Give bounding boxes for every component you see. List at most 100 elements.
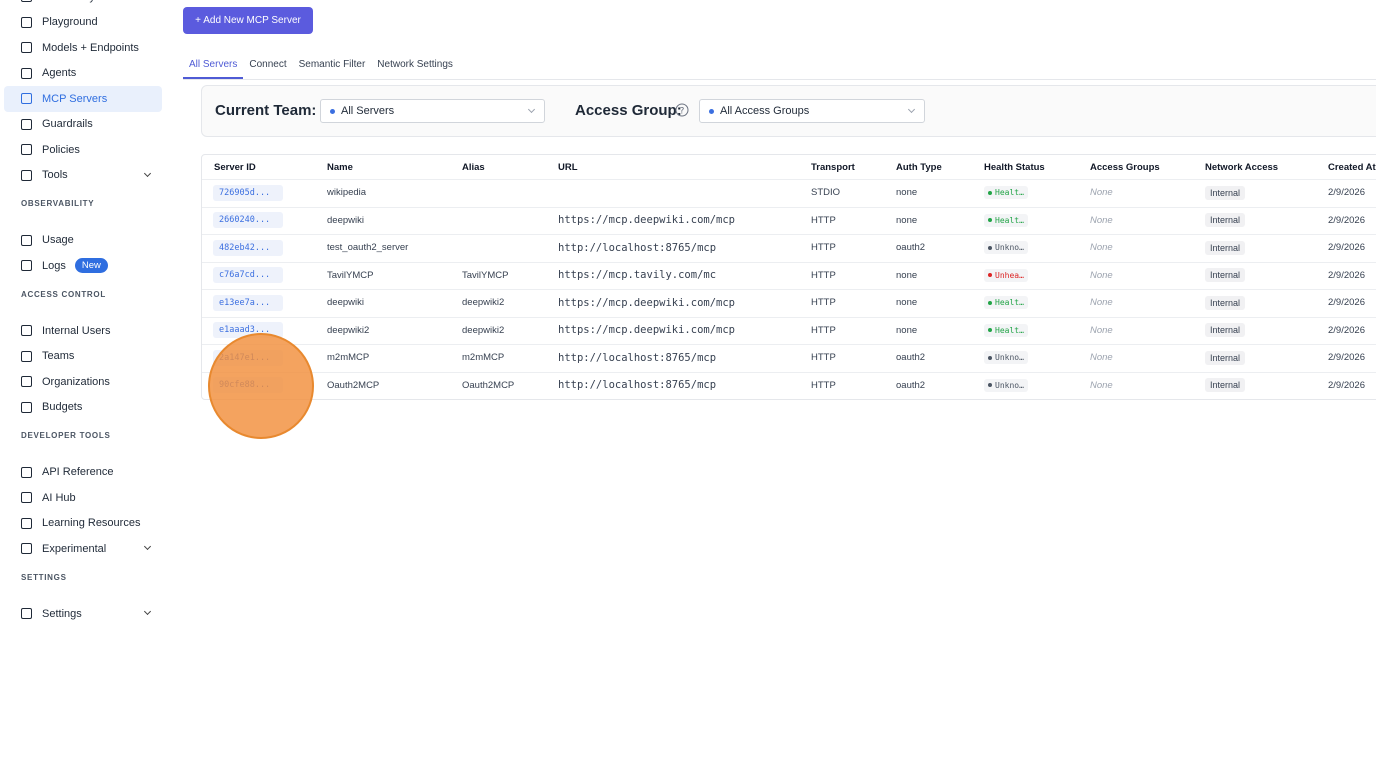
table-row[interactable]: e13ee7a... deepwiki deepwiki2 https://mcp.d… [202,289,1376,318]
nav-item[interactable]: Logs New [4,253,162,279]
nav-item[interactable]: Guardrails [4,112,162,138]
network-access: Internal [1205,350,1246,365]
cell: none [896,317,917,345]
server-id[interactable]: 90cfe88... [213,377,283,394]
cell: Internal [1205,234,1246,262]
nav-item[interactable]: Models + Endpoints [4,35,162,61]
tab[interactable]: Connect [249,59,287,70]
column-header: Access Groups [1090,161,1160,173]
url: http://localhost:8765/mcp [558,379,717,392]
cell: https://mcp.tavily.com/mc [558,262,716,290]
cell: None [1090,262,1113,290]
name-text: test_oauth2_server [327,242,409,254]
nav-heading: ACCESS CONTROL [21,289,106,299]
nav-icon [21,67,32,79]
tab[interactable]: Semantic Filter [298,59,366,70]
server-id[interactable]: c76a7cd... [213,267,283,284]
access-groups: None [1090,242,1113,254]
table-row[interactable]: 726905d... wikipedia STDIO none Healt… None In… [202,179,1376,208]
health-text: Healt… [995,298,1024,308]
tab[interactable]: All Servers [183,56,244,79]
help-icon[interactable]: ? [675,103,689,117]
table-row[interactable]: 482eb42... test_oauth2_server http://local… [202,234,1376,263]
cell: 2/9/2026 [1328,289,1365,317]
server-id[interactable]: 482eb42... [213,239,283,256]
team-label: Current Team: [215,102,317,119]
table-row[interactable]: 2660240... deepwiki https://mcp.deepwiki.c… [202,207,1376,235]
nav-item[interactable]: Organizations [4,369,162,395]
table-header: Server ID Name Alias URL Transport Auth Type H… [202,155,1376,180]
nav-item[interactable]: Tools [4,163,162,189]
name-text: deepwiki [327,297,364,309]
nav-icon [21,144,32,156]
nav-item[interactable]: Learning Resources [4,511,162,537]
nav-item[interactable]: API Reference [4,460,162,486]
nav-item[interactable]: Agents [4,61,162,87]
transport-text: HTTP [811,242,836,254]
cell: Healt… [984,207,1028,235]
column-header: Created At [1328,161,1376,173]
nav-label: Internal Users [42,324,111,337]
url: http://localhost:8765/mcp [558,351,717,364]
health-text: Healt… [995,215,1024,225]
server-id[interactable]: 2a147e1... [213,349,283,366]
table-row[interactable]: e1aaad3... deepwiki2 deepwiki2 https://mcp.… [202,317,1376,345]
nav-label: Playground [42,16,98,29]
health-status: Unkno… [984,351,1028,365]
created-text: 2/9/2026 [1328,324,1365,336]
cell: Internal [1205,179,1246,207]
nav-label: Settings [42,607,82,620]
health-text: Healt… [995,325,1024,335]
chevron [143,607,152,616]
nav-heading: OBSERVABILITY [21,199,95,208]
group-select[interactable]: All Access Groups [699,99,925,123]
cell: None [1090,234,1113,262]
nav-item[interactable]: Policies [4,137,162,163]
health-text: Unkno… [995,243,1024,253]
cell: Healt… [984,289,1028,317]
chevron [143,542,152,551]
created-text: 2/9/2026 [1328,242,1365,254]
column-header: URL [558,161,578,173]
table-row[interactable]: 2a147e1... m2mMCP m2mMCP http://localhost:8… [202,344,1376,373]
cell: HTTP [811,262,836,290]
add-server-button[interactable]: + Add New MCP Server [183,7,313,34]
tab[interactable]: Network Settings [377,59,453,70]
team-select[interactable]: All Servers [320,99,545,123]
nav-item[interactable]: Teams [4,344,162,370]
cell: e13ee7a... [213,289,283,317]
nav-item[interactable]: Budgets [4,395,162,421]
cell: 482eb42... [213,234,283,262]
cell: Oauth2MCP [327,372,379,400]
nav-label: Organizations [42,375,110,388]
nav-item[interactable]: Usage [4,228,162,254]
name-text: deepwiki [327,214,364,226]
cell: HTTP [811,317,836,345]
nav-item[interactable]: Virtual Keys [4,0,162,10]
cell: HTTP [811,234,836,262]
nav-item[interactable]: MCP Servers [4,86,162,112]
cell: deepwiki2 [462,317,504,345]
server-id[interactable]: 2660240... [213,212,283,229]
cell: wikipedia [327,179,366,207]
nav-item[interactable]: Settings [4,601,162,627]
table-row[interactable]: 90cfe88... Oauth2MCP Oauth2MCP http://local… [202,372,1376,400]
nav-item[interactable]: Experimental [4,536,162,562]
cell: oauth2 [896,344,925,372]
nav-label: Experimental [42,542,107,555]
access-groups: None [1090,324,1113,336]
url: http://localhost:8765/mcp [558,241,717,254]
column-header: Auth Type [896,161,942,173]
status-dot [988,355,992,360]
server-id[interactable]: 726905d... [213,184,283,201]
nav-item[interactable]: Internal Users [4,318,162,344]
table-row[interactable]: c76a7cd... TavilYMCP TavilYMCP https://mcp.… [202,262,1376,290]
server-id[interactable]: e13ee7a... [213,294,283,311]
alias-text: m2mMCP [462,352,505,364]
server-id[interactable]: e1aaad3... [213,322,283,339]
nav-item[interactable]: Playground [4,10,162,36]
cell: http://localhost:8765/mcp [558,234,716,262]
nav-item[interactable]: AI Hub [4,485,162,511]
status-dot [988,190,992,195]
